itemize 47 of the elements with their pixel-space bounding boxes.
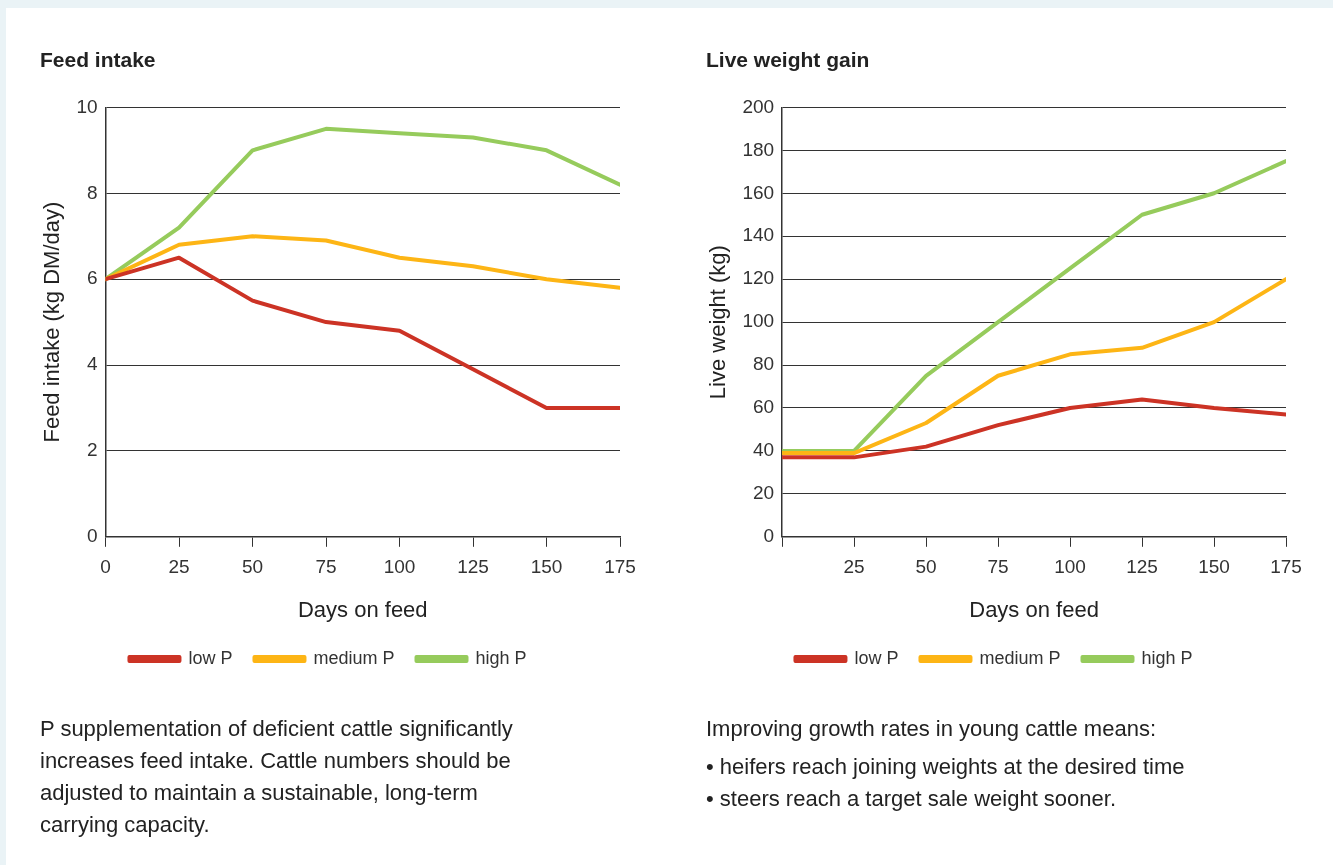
y-tick-label: 160	[742, 181, 775, 203]
y-tick-label: 2	[86, 439, 98, 461]
x-tick-label: 175	[604, 556, 636, 578]
text: • heifers reach joining weights at the desired time	[706, 753, 1186, 781]
text: Improving growth rates in young cattle means:	[706, 715, 1157, 743]
x-tick-label: 25	[843, 556, 865, 578]
x-tick-label: 125	[457, 556, 489, 578]
y-tick-label: 180	[742, 138, 775, 160]
y-tick-label: 100	[742, 310, 775, 332]
x-tick-label: 150	[530, 556, 563, 578]
x-axis-title: Days on feed	[969, 596, 1099, 622]
y-tick-label: 20	[752, 482, 775, 504]
y-tick-label: 200	[742, 95, 775, 117]
legend-label: medium P	[313, 647, 395, 668]
legend-label: low P	[188, 647, 233, 668]
y-tick-label: 4	[86, 353, 98, 375]
chart-title: Feed intake	[40, 48, 156, 72]
legend-label: high P	[1141, 647, 1193, 668]
x-tick-label: 75	[315, 556, 337, 578]
x-tick-label: 100	[1054, 556, 1086, 578]
y-axis-title: Feed intake (kg DM/day)	[39, 201, 65, 443]
y-tick-label: 10	[76, 95, 98, 117]
y-tick-label: 80	[752, 353, 775, 375]
x-tick-label: 50	[915, 556, 937, 578]
x-tick-label: 175	[1270, 556, 1302, 578]
y-tick-label: 0	[763, 525, 775, 547]
chart-title: Live weight gain	[706, 48, 870, 72]
text: P supplementation of deficient cattle significantly increases feed intake. Cattle numbers should be adjusted to maintain a sustainable, long-term carrying capacity.	[40, 715, 514, 839]
y-tick-label: 0	[86, 525, 98, 547]
y-axis-title: Live weight (kg)	[705, 245, 731, 400]
x-tick-label: 100	[383, 556, 416, 578]
x-axis-title: Days on feed	[297, 596, 428, 622]
legend-label: high P	[475, 647, 527, 668]
legend-label: medium P	[979, 647, 1061, 668]
legend-label: low P	[854, 647, 899, 668]
x-tick-label: 75	[987, 556, 1009, 578]
y-tick-label: 6	[86, 267, 98, 289]
x-tick-label: 150	[1198, 556, 1230, 578]
y-tick-label: 120	[742, 267, 775, 289]
text: • steers reach a target sale weight sooner.	[706, 785, 1118, 813]
y-tick-label: 140	[742, 224, 775, 246]
y-tick-label: 8	[86, 181, 98, 203]
y-tick-label: 60	[752, 396, 775, 418]
x-tick-label: 50	[241, 556, 264, 578]
y-tick-label: 40	[752, 439, 775, 461]
x-tick-label: 25	[168, 556, 190, 578]
x-tick-label: 125	[1126, 556, 1158, 578]
